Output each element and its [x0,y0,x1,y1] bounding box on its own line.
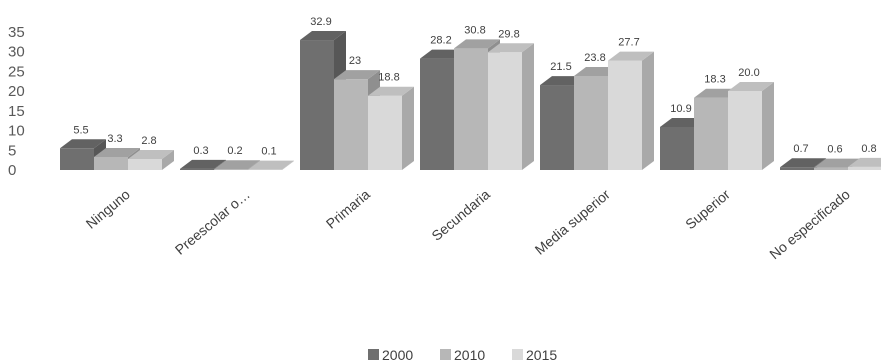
y-tick-label: 15 [8,103,25,120]
data-label: 2.8 [141,135,156,147]
bar-front [334,79,368,170]
bar-front [94,156,128,170]
bar-front [488,52,522,170]
data-label: 18.3 [704,74,725,86]
bar-2015-4 [608,51,654,170]
bar-front [128,158,162,170]
legend-swatch-2015 [512,349,523,360]
bar-top [180,159,226,169]
legend-label-2015: 2015 [526,347,557,363]
bar-front [608,60,642,170]
category-label: Preescolar o… [172,186,253,258]
data-label: 3.3 [107,133,122,145]
y-tick-label: 20 [8,83,25,100]
bar-top [368,86,414,96]
data-labels: 5.5 3.3 2.8 0.3 0.2 0.1 32.9 23 18.8 28.2 30.8 29.8… [73,16,876,158]
bars [60,31,881,171]
bar-front [814,167,848,170]
bar-front [574,75,608,170]
bar-side [762,82,774,170]
bar-top [334,70,380,80]
legend-swatch-2010 [440,349,451,360]
data-label: 10.9 [670,103,691,115]
data-label: 0.8 [861,143,876,155]
legend-swatch-2000 [368,349,379,360]
bar-top [488,43,534,53]
bar-side [282,160,294,170]
data-label: 32.9 [310,16,331,28]
data-label: 28.2 [430,35,451,47]
bar-2015-1 [248,160,294,170]
data-label: 0.6 [827,144,842,156]
y-tick-label: 0 [8,162,16,179]
bar-top [94,147,140,157]
category-label: Secundaria [428,186,493,244]
x-axis: Ninguno Preescolar o… Primaria Secundaria Me… [83,186,853,263]
y-tick-label: 10 [8,123,25,140]
bar-top [248,160,294,170]
bar-front [180,168,214,170]
bar-top [608,51,654,61]
bar-top [300,31,346,41]
bar-front [728,91,762,170]
bar-top [848,157,881,167]
bar-front [420,58,454,170]
bar-front [660,126,694,170]
bar-top [60,139,106,149]
y-tick-label: 5 [8,142,16,159]
data-label: 0.1 [261,146,276,158]
bar-front [454,48,488,171]
bar-2015-6 [848,157,881,170]
bar-top [128,149,174,159]
y-tick-label: 35 [8,24,25,41]
data-label: 18.8 [378,72,399,84]
category-label: Ninguno [83,186,133,232]
y-tick-label: 30 [8,44,25,61]
bar-side [642,51,654,170]
bar-top [214,160,260,170]
bar-front [368,95,402,170]
data-label: 5.5 [73,124,88,136]
bar-front [300,40,334,170]
bar-front [540,85,574,170]
bar-side [522,43,534,170]
data-label: 27.7 [618,37,639,49]
category-label: Primaria [323,186,373,232]
y-tick-label: 25 [8,63,25,80]
bar-side [402,86,414,170]
bar-front [60,148,94,170]
bar-front [214,169,248,170]
data-label: 21.5 [550,61,571,73]
bar-2015-0 [128,149,174,170]
category-label: Superior [682,186,733,232]
legend-label-2000: 2000 [382,347,413,363]
bar-top [780,158,826,168]
bar-top [814,158,860,168]
data-label: 23.8 [584,52,605,64]
data-label: 20.0 [738,67,759,79]
legend-label-2010: 2010 [454,347,485,363]
bar-side [162,149,174,170]
bar-front [780,167,814,170]
data-label: 23 [349,55,361,67]
category-label: Media superior [532,186,613,258]
data-label: 30.8 [464,24,485,36]
legend: 2000 2010 2015 [368,347,557,363]
bar-top [728,82,774,91]
data-label: 0.2 [227,145,242,157]
category-label: No especificado [766,186,853,262]
bar-front [694,97,728,170]
bar-top [454,39,500,49]
data-label: 0.3 [193,145,208,157]
data-label: 29.8 [498,28,519,40]
bar-front [848,166,881,170]
data-label: 0.7 [793,143,808,155]
bar-2015-3 [488,43,534,170]
bar-2015-2 [368,86,414,170]
bar-2015-5 [728,82,774,170]
y-axis: 0 5 10 15 20 25 30 35 [8,24,25,179]
